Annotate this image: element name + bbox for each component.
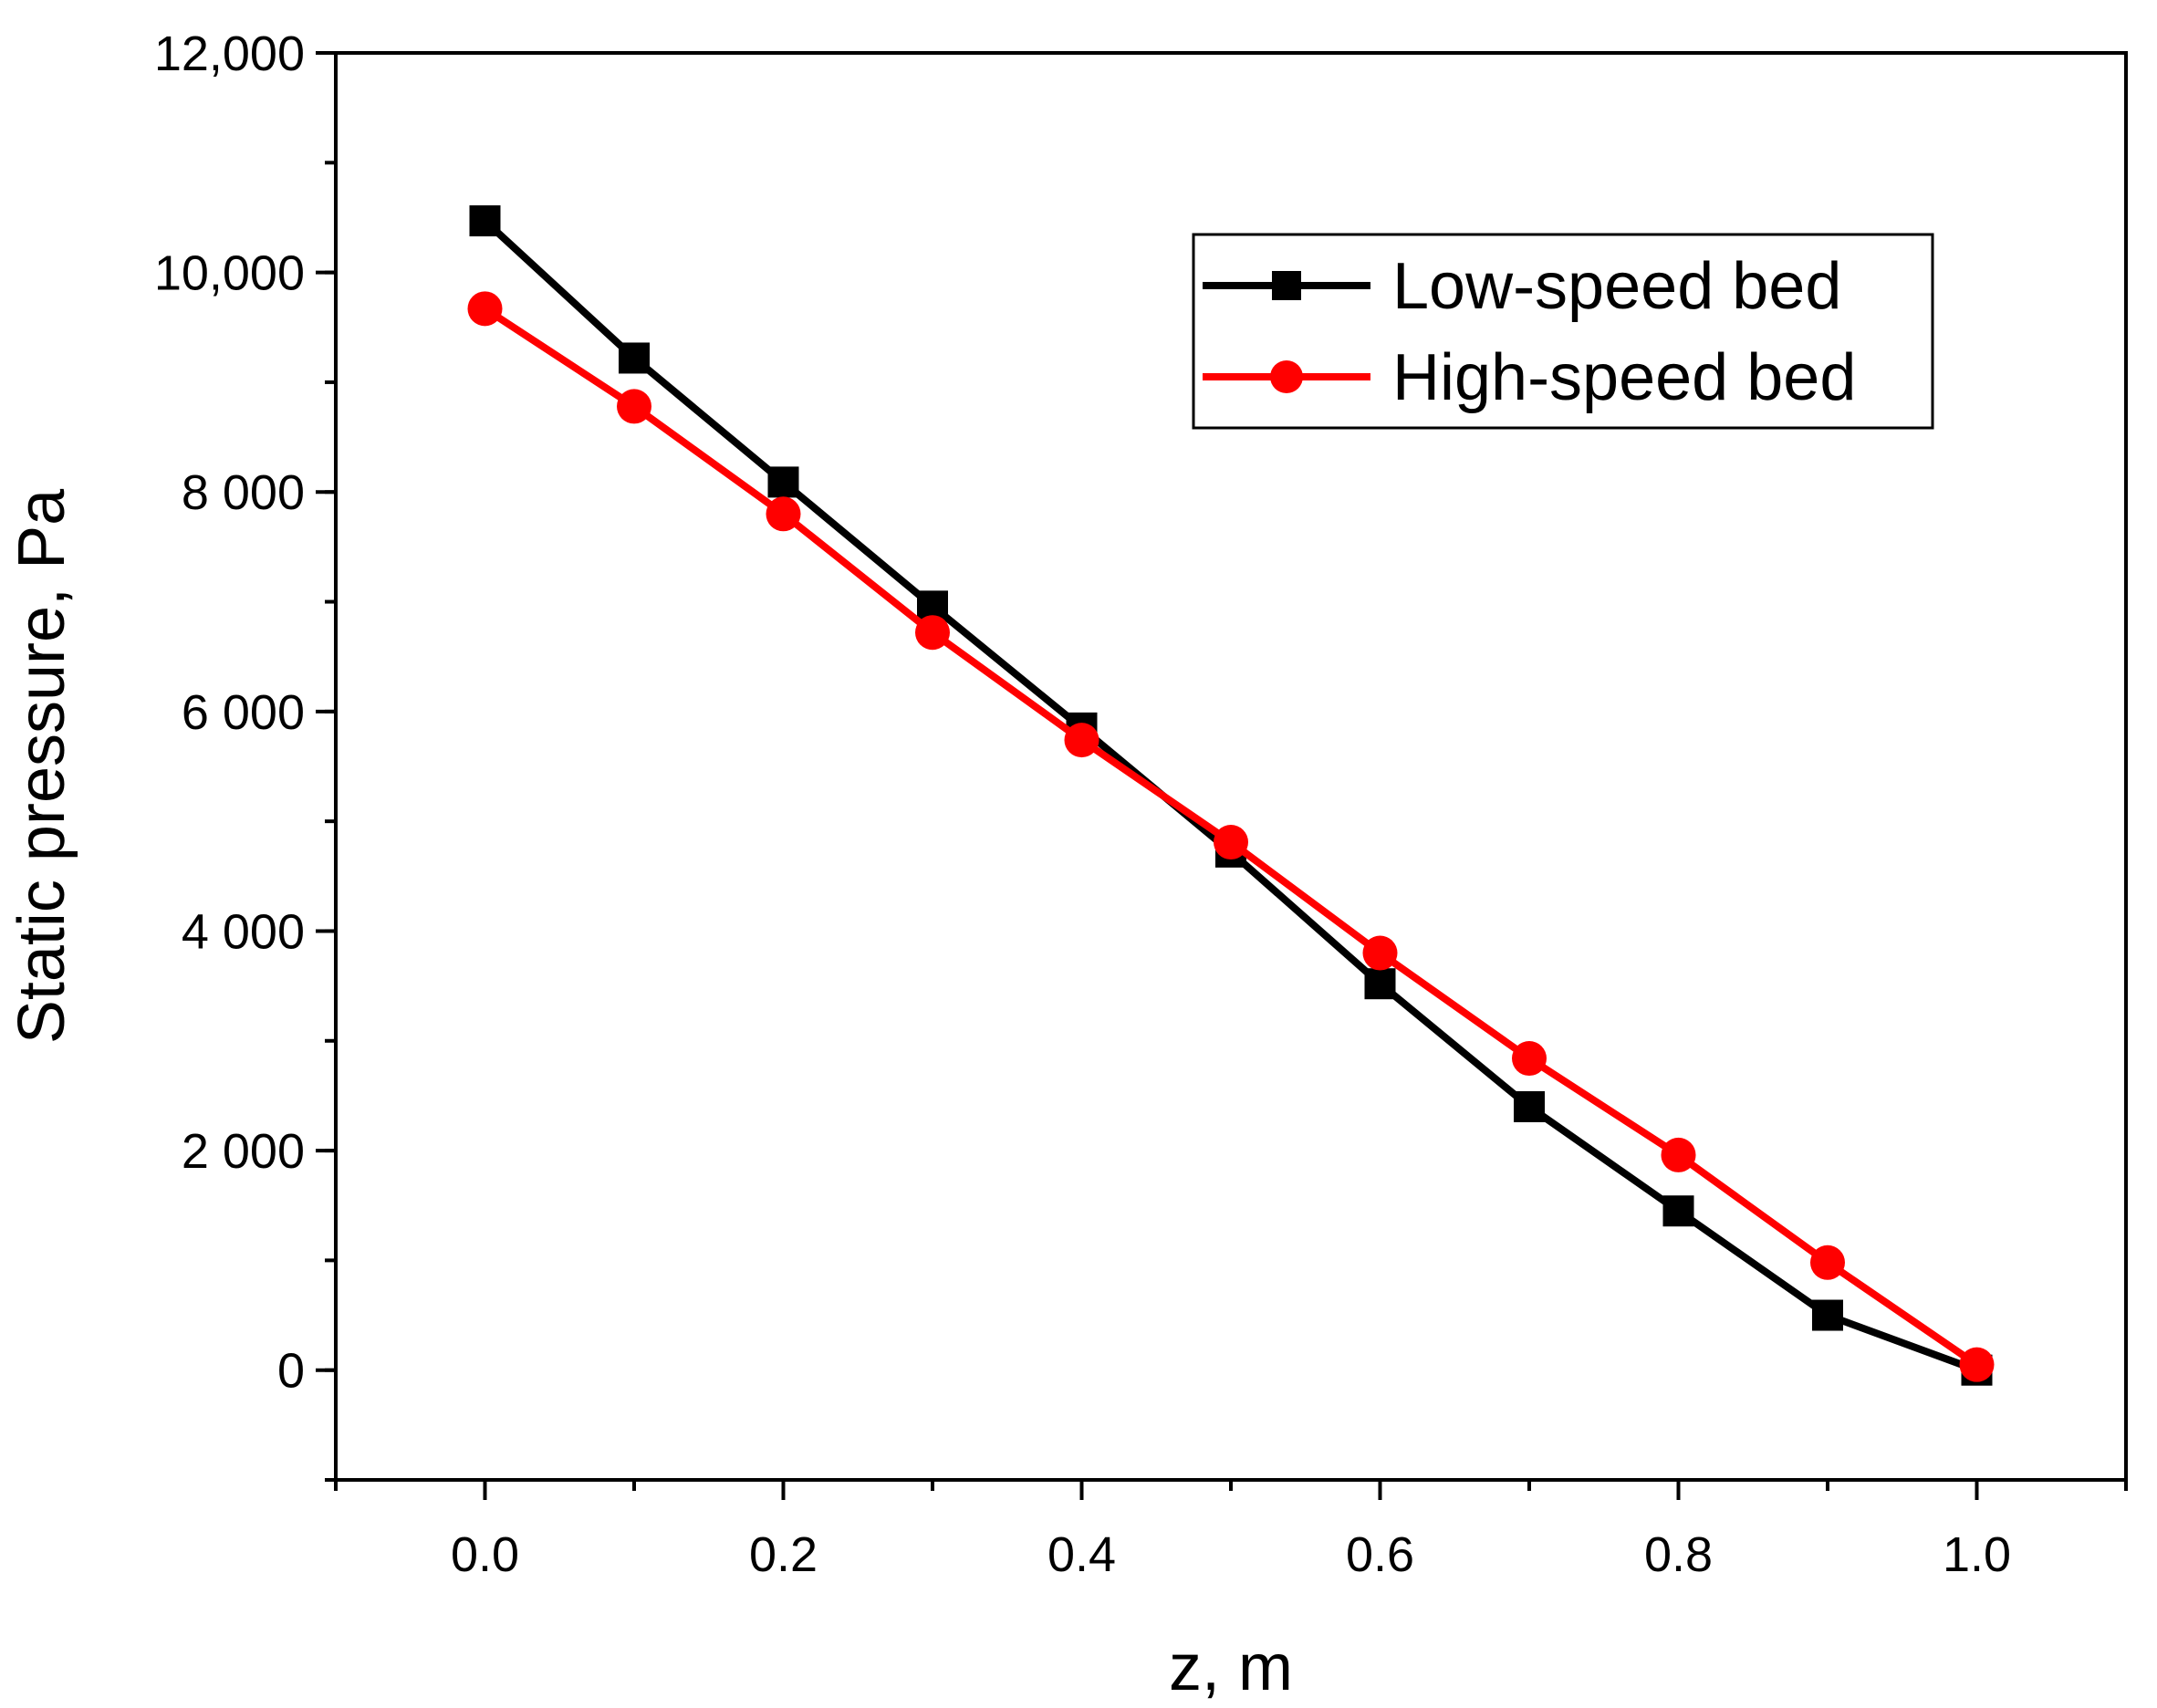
- y-axis-ticks: 0 2 000 4 000 6 000 8 000 10,000 12,000: [154, 26, 336, 1482]
- data-point-high-speed: [617, 389, 651, 424]
- data-point-high-speed: [1214, 825, 1248, 860]
- data-point-low-speed: [469, 205, 501, 237]
- y-tick-label: 2 000: [182, 1124, 305, 1179]
- data-point-high-speed: [1512, 1041, 1547, 1077]
- legend-box: [1192, 233, 1934, 430]
- y-tick-label: 0: [277, 1344, 305, 1399]
- x-axis-ticks: 0.0 0.2 0.4 0.6 0.8 1.0: [334, 1480, 2128, 1582]
- legend-marker-high-speed: [1270, 360, 1303, 393]
- x-tick-label: 0.0: [451, 1527, 519, 1582]
- data-point-low-speed: [1662, 1195, 1694, 1227]
- y-axis-title: Static pressure, Pa: [5, 488, 78, 1044]
- x-tick-label: 0.2: [749, 1527, 818, 1582]
- data-point-high-speed: [766, 496, 801, 532]
- data-point-high-speed: [1362, 935, 1398, 971]
- y-tick-label: 12,000: [154, 26, 305, 81]
- x-axis-title: z, m: [1169, 1631, 1293, 1704]
- x-tick-label: 0.4: [1047, 1527, 1116, 1582]
- x-tick-label: 0.6: [1346, 1527, 1414, 1582]
- data-point-high-speed: [467, 291, 503, 327]
- y-tick-label: 8 000: [182, 465, 305, 520]
- y-tick-label: 4 000: [182, 904, 305, 959]
- y-tick-label: 10,000: [154, 246, 305, 301]
- x-tick-label: 0.8: [1644, 1527, 1713, 1582]
- data-point-low-speed: [767, 466, 799, 498]
- data-point-high-speed: [1661, 1137, 1696, 1172]
- data-point-high-speed: [1064, 723, 1099, 758]
- data-point-low-speed: [619, 342, 650, 374]
- y-tick-label: 6 000: [182, 685, 305, 740]
- data-point-high-speed: [1810, 1245, 1845, 1280]
- legend-label-high-speed: High-speed bed: [1392, 341, 1856, 414]
- data-point-low-speed: [1364, 968, 1396, 1000]
- legend-marker-low-speed: [1272, 271, 1301, 300]
- x-tick-label: 1.0: [1943, 1527, 2011, 1582]
- legend-label-low-speed: Low-speed bed: [1392, 250, 1841, 323]
- data-point-high-speed: [1959, 1347, 1995, 1382]
- data-point-low-speed: [1514, 1090, 1545, 1122]
- legend: Low-speed bed High-speed bed: [1192, 233, 1934, 430]
- series-layer: [467, 205, 1995, 1386]
- data-point-low-speed: [1812, 1299, 1843, 1331]
- data-point-high-speed: [915, 615, 950, 651]
